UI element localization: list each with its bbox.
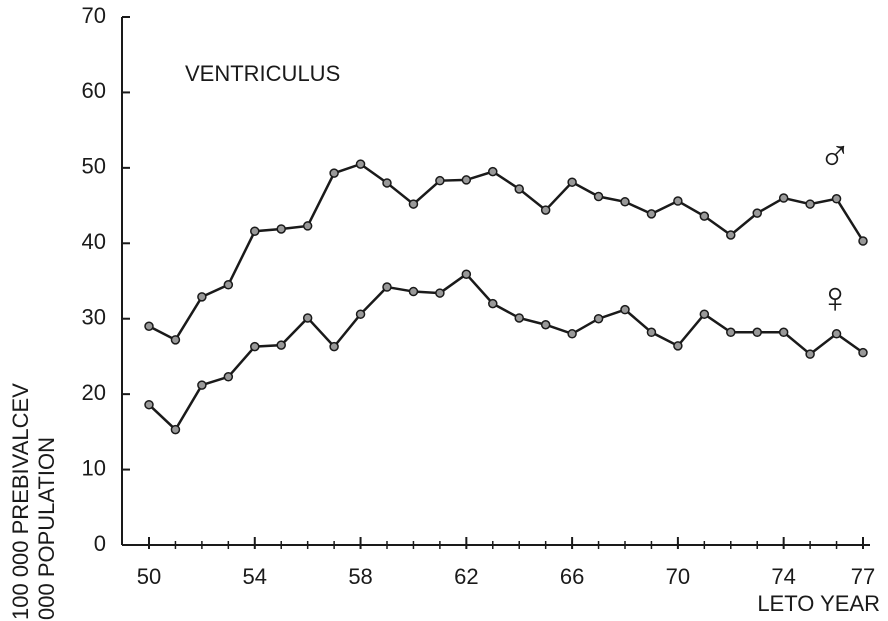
data-point	[435, 175, 445, 186]
data-point	[593, 313, 604, 324]
data-point	[831, 194, 842, 204]
legend-label: ♀	[819, 273, 852, 322]
data-point	[461, 269, 472, 279]
x-tick-label: 54	[243, 564, 267, 589]
data-point	[170, 424, 181, 435]
data-point	[593, 191, 604, 202]
x-tick-label: 74	[771, 564, 795, 589]
series-line	[148, 162, 865, 342]
data-point	[223, 372, 234, 382]
data-point	[831, 329, 842, 339]
y-tick-label: 40	[82, 229, 106, 254]
x-tick-label: 58	[348, 564, 372, 589]
data-point	[778, 193, 789, 203]
y-axis-label: 100 000 PREBIVALCEV	[8, 383, 33, 620]
x-tick-label: 77	[851, 564, 875, 589]
data-point	[778, 327, 789, 338]
data-point	[726, 327, 736, 338]
data-point	[805, 199, 815, 209]
data-point	[382, 282, 392, 292]
data-point	[250, 341, 260, 352]
data-point	[408, 286, 419, 297]
x-tick-label: 50	[137, 564, 161, 589]
data-point	[197, 292, 207, 302]
y-tick-label: 50	[82, 154, 106, 179]
x-tick-label: 66	[560, 564, 584, 589]
data-point	[488, 298, 498, 309]
data-point	[514, 184, 524, 194]
x-tick-label: 62	[454, 564, 478, 589]
data-point	[223, 280, 234, 290]
x-tick-label: 70	[666, 564, 690, 589]
data-point	[329, 168, 339, 178]
y-tick-label: 0	[94, 531, 106, 556]
y-tick-label: 10	[82, 455, 106, 480]
data-point	[673, 341, 683, 351]
y-tick-label: 20	[82, 380, 106, 405]
data-point	[726, 230, 736, 240]
data-point	[752, 208, 762, 218]
data-point	[752, 327, 762, 338]
data-point	[620, 197, 630, 207]
data-point	[302, 313, 313, 323]
data-point	[858, 347, 868, 358]
data-point	[276, 340, 286, 350]
legend-label: ♂	[819, 132, 852, 181]
data-point	[435, 288, 445, 298]
data-point	[461, 175, 472, 185]
x-axis-label: LETO YEAR	[757, 591, 880, 616]
data-point	[355, 309, 366, 319]
data-point	[408, 199, 419, 209]
data-point	[197, 380, 207, 390]
data-point	[540, 205, 551, 215]
data-point	[355, 159, 366, 169]
data-point	[170, 335, 181, 345]
data-point	[329, 341, 339, 352]
data-point	[302, 221, 313, 231]
data-point	[858, 236, 868, 246]
data-point	[805, 349, 815, 359]
data-point	[144, 321, 154, 332]
y-axis-label: 000 POPULATION	[34, 437, 59, 620]
y-tick-label: 60	[82, 78, 106, 103]
data-point	[488, 166, 498, 177]
y-tick-label: 70	[82, 3, 106, 28]
data-point	[276, 224, 286, 234]
data-point	[620, 304, 630, 315]
data-point	[699, 211, 710, 221]
data-point	[567, 177, 577, 187]
chart-title: VENTRICULUS	[185, 61, 340, 86]
data-point	[250, 226, 260, 236]
y-tick-label: 30	[82, 305, 106, 330]
data-point	[646, 327, 657, 338]
data-point	[646, 209, 657, 219]
data-point	[540, 319, 551, 330]
data-point	[673, 196, 683, 206]
data-point	[514, 313, 524, 323]
data-point	[144, 399, 154, 410]
data-point	[699, 309, 710, 319]
data-point	[567, 329, 577, 339]
data-point	[382, 178, 392, 188]
series-line	[148, 272, 864, 432]
